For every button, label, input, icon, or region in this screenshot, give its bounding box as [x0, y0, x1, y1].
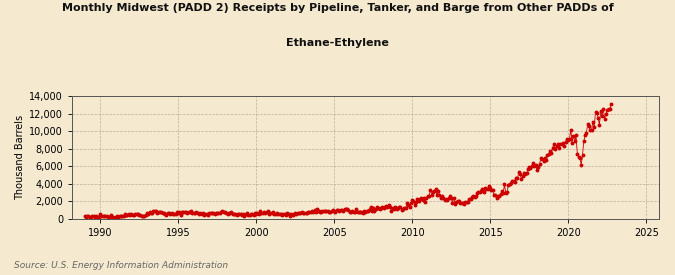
Text: Source: U.S. Energy Information Administration: Source: U.S. Energy Information Administ… — [14, 260, 227, 270]
Y-axis label: Thousand Barrels: Thousand Barrels — [15, 115, 25, 200]
Text: Monthly Midwest (PADD 2) Receipts by Pipeline, Tanker, and Barge from Other PADD: Monthly Midwest (PADD 2) Receipts by Pip… — [61, 3, 614, 13]
Text: Ethane-Ethylene: Ethane-Ethylene — [286, 39, 389, 48]
